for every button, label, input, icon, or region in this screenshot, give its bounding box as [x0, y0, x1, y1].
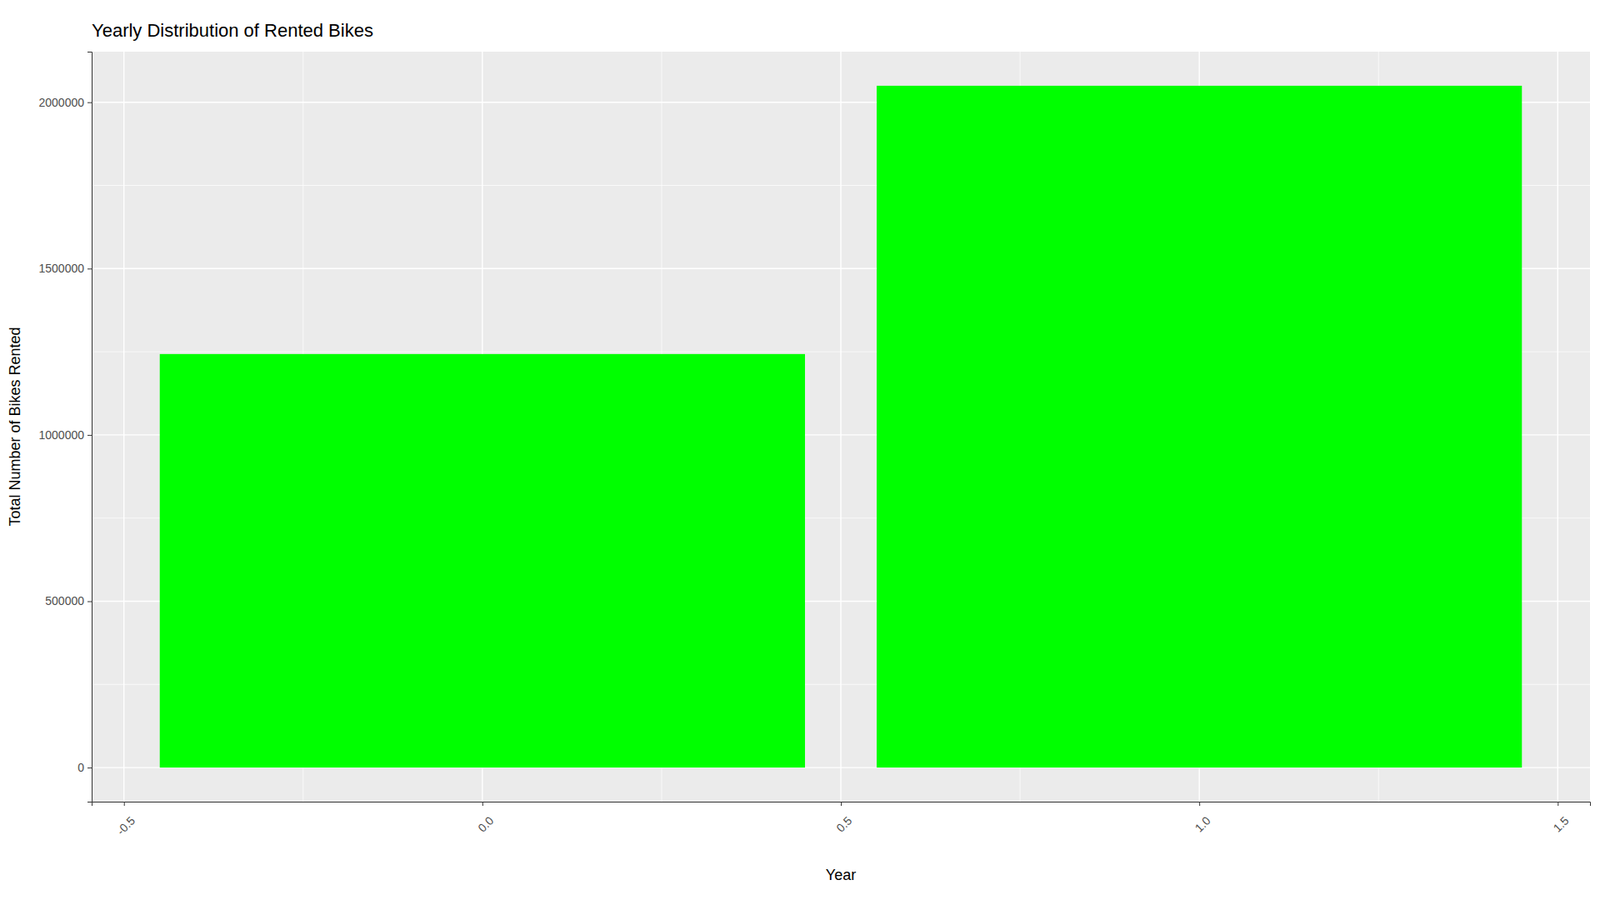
- grid-line: [840, 51, 841, 802]
- grid-line: [123, 51, 125, 802]
- y-tick-mark: [87, 268, 92, 270]
- x-axis: -0.5 0.0 0.5 1.0 1.5: [92, 801, 1591, 838]
- y-axis-line: [87, 52, 93, 803]
- y-axis-title: Total Number of Bikes Rented: [6, 326, 24, 526]
- x-tick-mark: [1557, 801, 1559, 806]
- x-tick-label: -0.5: [114, 813, 139, 838]
- x-tick: 0.0: [475, 801, 496, 835]
- y-tick-mark: [87, 600, 92, 602]
- x-tick-label: 1.0: [1192, 813, 1214, 835]
- x-tick-mark: [840, 801, 842, 806]
- x-tick: 1.0: [1192, 801, 1214, 835]
- grid: [91, 51, 1590, 802]
- bar: [876, 85, 1522, 768]
- chart: -0.5 0.0 0.5 1.0 1.5 0 500000 1000000 1500000 200…: [0, 0, 1600, 900]
- x-tick: 1.5: [1550, 801, 1572, 835]
- bar: [160, 354, 805, 768]
- y-tick: 1500000: [38, 261, 92, 275]
- y-tick-label: 500000: [45, 594, 85, 608]
- plot: -0.5 0.0 0.5 1.0 1.5 0 500000 1000000 1500000 200…: [38, 51, 1590, 838]
- x-tick-label: 1.5: [1550, 813, 1572, 835]
- x-tick-mark: [1199, 801, 1200, 806]
- bars: [160, 85, 1523, 768]
- y-tick-label: 1500000: [38, 261, 85, 275]
- y-axis: 0 500000 1000000 1500000 2000000: [38, 52, 92, 803]
- x-tick-mark: [124, 801, 125, 806]
- x-tick: 0.5: [833, 801, 855, 835]
- x-axis-title: Year: [825, 866, 856, 884]
- y-tick-mark: [87, 435, 92, 436]
- y-tick: 0: [77, 760, 92, 775]
- panel-background: [91, 51, 1590, 802]
- y-tick-label: 0: [77, 760, 85, 775]
- grid-line: [1557, 51, 1559, 802]
- x-tick-label: 0.0: [475, 813, 496, 835]
- y-tick: 1000000: [38, 428, 92, 442]
- x-tick-mark: [482, 801, 484, 806]
- y-tick: 500000: [45, 594, 92, 608]
- x-tick: -0.5: [114, 801, 139, 838]
- y-tick-label: 2000000: [38, 95, 85, 110]
- y-tick-mark: [87, 102, 92, 104]
- y-tick-label: 1000000: [38, 428, 85, 442]
- y-tick-mark: [87, 767, 92, 769]
- title: Yearly Distribution of Rented Bikes: [91, 20, 374, 41]
- x-tick-label: 0.5: [833, 813, 855, 835]
- y-tick: 2000000: [38, 95, 92, 110]
- x-axis-line: [92, 802, 1591, 807]
